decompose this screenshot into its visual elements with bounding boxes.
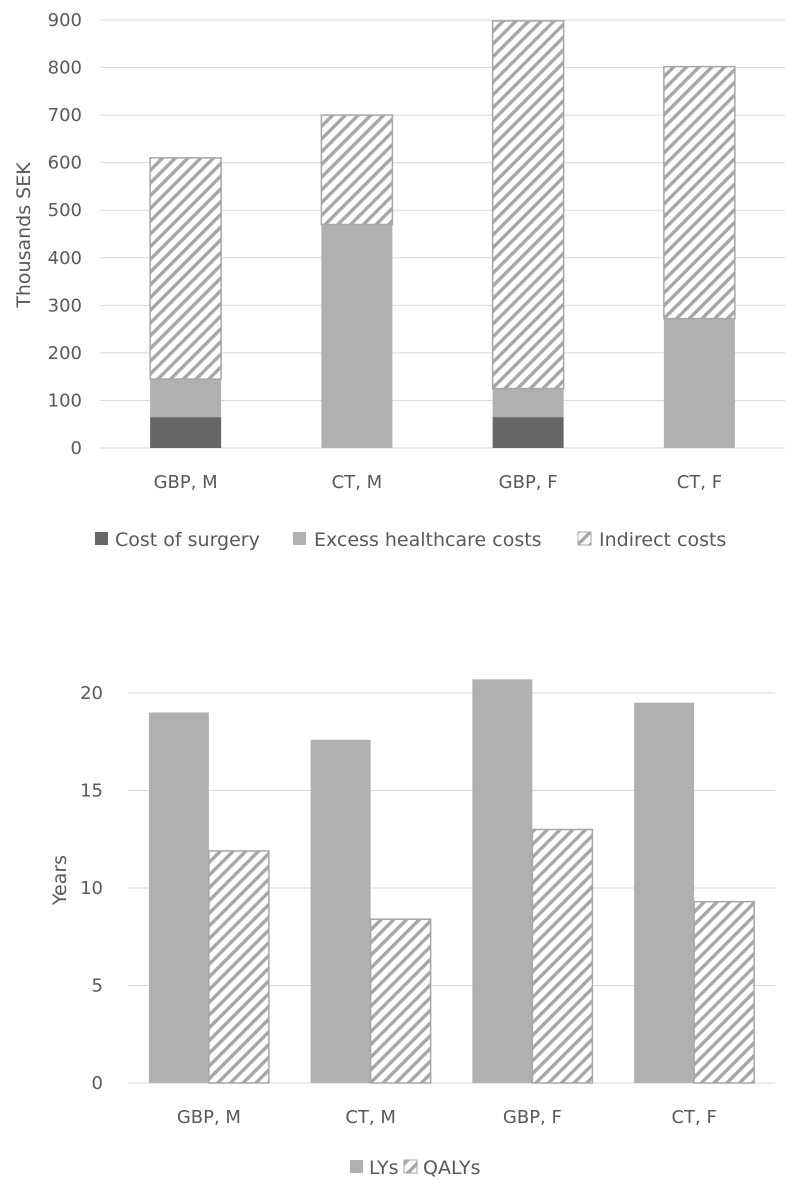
bar-qalys xyxy=(208,850,270,1084)
x-tick-label: GBP, M xyxy=(177,1107,241,1128)
y-tick-label: 300 xyxy=(48,295,82,316)
legend-swatch-qalys xyxy=(403,1159,418,1174)
bar-lys xyxy=(634,702,695,1083)
legend-swatch-lys xyxy=(350,1160,363,1173)
y-tick-label: 800 xyxy=(48,58,82,79)
y-tick-label: 600 xyxy=(48,153,82,174)
years-chart: 0 5 10 15 20 GBP, M CT, M GBP, F CT, F Years LY… xyxy=(49,679,775,1179)
y-tick-label: 900 xyxy=(48,10,82,31)
bar-indirect-costs xyxy=(663,65,736,320)
bar-indirect-costs xyxy=(491,20,565,390)
y-tick-label: 20 xyxy=(80,683,103,704)
y-tick-label: 700 xyxy=(48,105,82,126)
y-tick-label: 0 xyxy=(92,1073,103,1094)
y-tick-label: 100 xyxy=(48,390,82,411)
bar-indirect-costs xyxy=(149,157,222,380)
legend-label-lys: LYs xyxy=(369,1157,399,1179)
bar-cost-of-surgery xyxy=(150,417,222,448)
y-tick-label: 10 xyxy=(80,878,103,899)
costs-y-ticks: 0 100 200 300 400 500 600 700 800 900 xyxy=(48,10,82,459)
bar-qalys xyxy=(369,918,432,1084)
y-tick-label: 5 xyxy=(92,976,103,997)
x-tick-label: CT, F xyxy=(677,472,722,493)
costs-bars xyxy=(149,20,736,448)
legend-swatch-cost-of-surgery xyxy=(95,532,108,545)
years-bars xyxy=(148,679,755,1084)
costs-y-axis-title: Thousands SEK xyxy=(13,162,35,309)
x-tick-label: GBP, F xyxy=(499,472,558,493)
bar-excess-healthcare-costs xyxy=(663,318,735,448)
legend-label-cost-of-surgery: Cost of surgery xyxy=(115,529,260,551)
years-x-ticks: GBP, M CT, M GBP, F CT, F xyxy=(177,1107,717,1128)
bar-qalys xyxy=(693,900,755,1084)
bar-cost-of-surgery xyxy=(492,417,564,448)
legend-label-indirect-costs: Indirect costs xyxy=(599,529,726,551)
x-tick-label: GBP, M xyxy=(154,472,218,493)
bar-qalys xyxy=(531,828,594,1084)
years-y-axis-title: Years xyxy=(49,855,71,906)
costs-legend: Cost of surgery Excess healthcare costs In… xyxy=(95,529,726,551)
y-tick-label: 500 xyxy=(48,200,82,221)
bar-lys xyxy=(148,712,209,1083)
bar-lys xyxy=(310,739,371,1083)
years-legend: LYs QALYs xyxy=(350,1157,481,1179)
costs-chart: 0 100 200 300 400 500 600 700 800 900 GBP, M CT, M… xyxy=(13,10,785,551)
y-tick-label: 200 xyxy=(48,343,82,364)
bar-excess-healthcare-costs xyxy=(150,379,222,418)
y-tick-label: 400 xyxy=(48,248,82,269)
legend-label-qalys: QALYs xyxy=(423,1157,481,1179)
x-tick-label: CT, M xyxy=(345,1107,396,1128)
y-tick-label: 0 xyxy=(71,438,82,459)
bar-lys xyxy=(472,679,533,1083)
x-tick-label: CT, F xyxy=(671,1107,716,1128)
costs-x-ticks: GBP, M CT, M GBP, F CT, F xyxy=(154,472,723,493)
bar-indirect-costs xyxy=(320,114,394,226)
x-tick-label: GBP, F xyxy=(503,1107,562,1128)
y-tick-label: 15 xyxy=(80,781,103,802)
x-tick-label: CT, M xyxy=(332,472,383,493)
legend-label-excess-healthcare-costs: Excess healthcare costs xyxy=(314,529,542,551)
bar-excess-healthcare-costs xyxy=(492,388,564,418)
bar-excess-healthcare-costs xyxy=(321,224,393,448)
legend-swatch-excess-healthcare-costs xyxy=(293,532,306,545)
years-y-ticks: 0 5 10 15 20 xyxy=(80,683,103,1094)
legend-swatch-indirect-costs xyxy=(577,531,592,546)
